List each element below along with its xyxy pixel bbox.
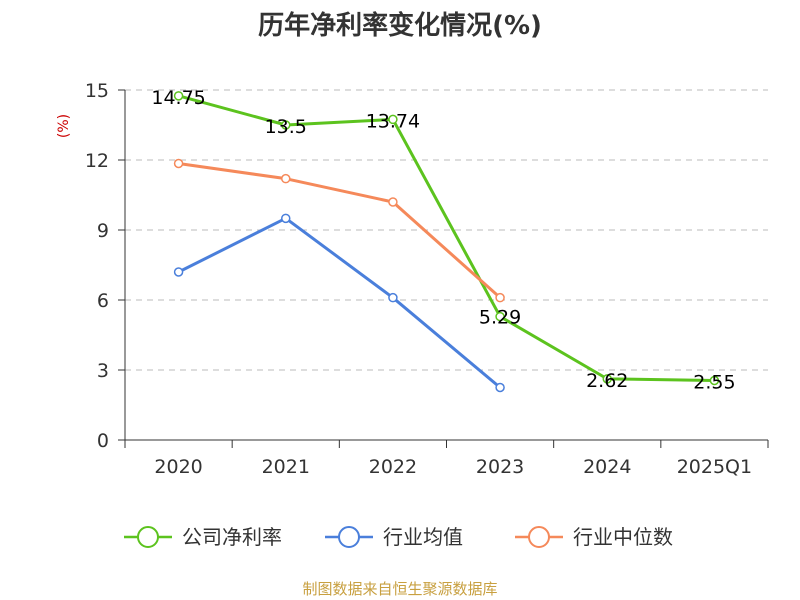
x-tick-label: 2021 (262, 456, 310, 478)
data-point (602, 374, 612, 384)
data-point (173, 91, 184, 101)
x-tick-label: 2024 (583, 456, 631, 478)
data-point (709, 375, 720, 386)
data-label: 2.62 (586, 370, 628, 392)
series-lines (173, 91, 720, 393)
data-point (388, 292, 398, 303)
y-tick-label: 6 (97, 290, 109, 312)
y-tick-label: 15 (85, 80, 109, 102)
series-line-1 (178, 94, 715, 382)
legend-item-1[interactable]: 公司净利率 (124, 525, 282, 549)
y-tick-label: 12 (85, 150, 109, 172)
y-tick-label: 9 (97, 220, 109, 242)
axes: 0 3 6 9 12 15 2020 2021 2022 2023 2024 2025Q1 (85, 80, 769, 478)
legend-marker (137, 526, 159, 548)
data-point (281, 213, 291, 224)
data-label: 5.29 (479, 307, 521, 329)
data-point (173, 158, 184, 169)
legend-item-3[interactable]: 行业中位数 (515, 525, 673, 549)
series-line-2 (177, 216, 502, 389)
data-point (281, 173, 291, 184)
data-label: 13.74 (366, 110, 420, 132)
y-tick-label: 0 (97, 430, 109, 452)
legend-label: 公司净利率 (182, 525, 282, 549)
data-point (495, 311, 505, 322)
data-point (495, 382, 505, 393)
data-point (388, 114, 398, 125)
legend-marker (528, 526, 550, 548)
data-point (173, 267, 184, 277)
source-note: 制图数据来自恒生聚源数据库 (302, 580, 497, 598)
legend-marker (338, 526, 360, 548)
x-tick-label: 2023 (476, 456, 524, 478)
series-line-3 (178, 162, 502, 299)
y-axis-unit: (%) (56, 114, 72, 138)
y-tick-label: 3 (97, 360, 109, 382)
grid-lines (125, 89, 768, 371)
x-tick-label: 2025Q1 (677, 456, 752, 478)
legend[interactable]: 公司净利率 行业均值 行业中位数 (124, 525, 673, 549)
x-tick-label: 2020 (154, 456, 202, 478)
legend-label: 行业中位数 (573, 525, 673, 549)
x-tick-label: 2022 (369, 456, 417, 478)
data-point (388, 197, 398, 207)
chart-title: 历年净利率变化情况(%) (258, 10, 542, 41)
data-label: 13.5 (265, 116, 307, 138)
data-label: 14.75 (151, 87, 205, 109)
data-label: 2.55 (693, 372, 735, 394)
data-point (281, 120, 291, 130)
data-point (495, 292, 505, 303)
data-labels: 14.75 13.5 13.74 5.29 2.62 2.55 (151, 87, 735, 394)
legend-item-2[interactable]: 行业均值 (325, 525, 463, 549)
legend-label: 行业均值 (383, 525, 463, 549)
